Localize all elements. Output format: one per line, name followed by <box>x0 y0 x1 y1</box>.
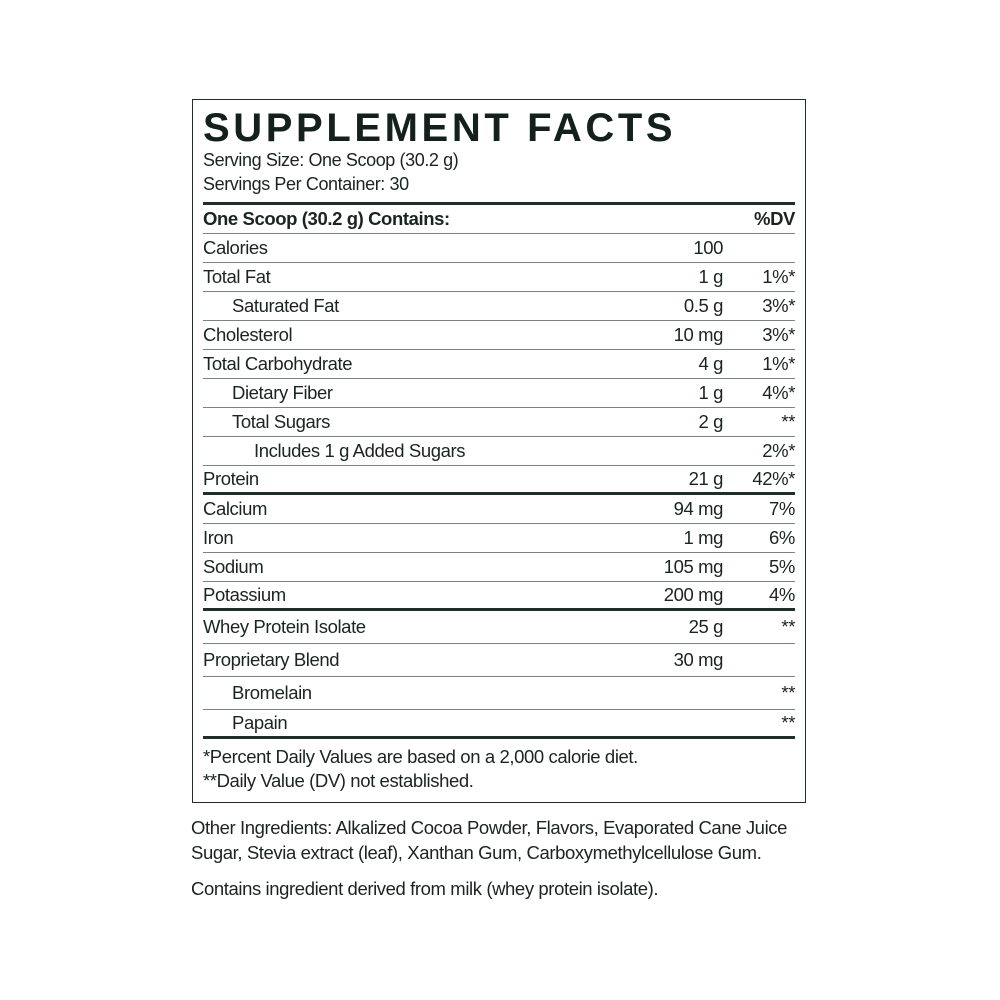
table-row: Total Fat 1 g 1%* <box>203 263 795 292</box>
table-row: Proprietary Blend 30 mg <box>203 644 795 677</box>
footnote-daily-values: *Percent Daily Values are based on a 2,0… <box>203 746 638 767</box>
table-header: One Scoop (30.2 g) Contains: %DV <box>203 202 795 234</box>
nutrient-dv: ** <box>781 682 795 703</box>
table-row: Iron 1 mg 6% <box>203 524 795 553</box>
footnotes: *Percent Daily Values are based on a 2,0… <box>203 745 795 793</box>
nutrient-amount: 105 mg <box>663 556 724 577</box>
nutrient-name: Iron <box>203 527 234 548</box>
nutrient-amount: 1 mg <box>683 527 723 548</box>
nutrient-dv: 6% <box>769 527 795 548</box>
nutrient-name: Total Carbohydrate <box>203 353 353 374</box>
nutrient-amount: 10 mg <box>673 324 724 345</box>
table-row: Total Sugars 2 g ** <box>203 408 795 437</box>
table-row: Calcium 94 mg 7% <box>203 495 795 524</box>
table-row: Protein 21 g 42%* <box>203 466 795 495</box>
table-row: Bromelain ** <box>203 677 795 710</box>
nutrient-dv: ** <box>781 712 795 733</box>
header-dv: %DV <box>754 208 795 229</box>
nutrient-amount: 200 mg <box>663 584 724 605</box>
nutrient-table: Calories 100 Total Fat 1 g 1%* Saturated Fat 0… <box>203 234 795 739</box>
table-row: Calories 100 <box>203 234 795 263</box>
nutrient-dv: 3%* <box>762 324 795 345</box>
nutrient-name: Cholesterol <box>203 324 293 345</box>
table-row: Saturated Fat 0.5 g 3%* <box>203 292 795 321</box>
other-ingredients: Other Ingredients: Alkalized Cocoa Powde… <box>191 817 788 863</box>
nutrient-name: Bromelain <box>232 682 312 703</box>
nutrient-name: Saturated Fat <box>232 295 339 316</box>
panel-title: SUPPLEMENT FACTS <box>203 106 677 150</box>
nutrient-amount: 1 g <box>698 266 723 287</box>
servings-per-container: Servings Per Container: 30 <box>203 174 409 194</box>
table-row: Includes 1 g Added Sugars 2%* <box>203 437 795 466</box>
table-row: Cholesterol 10 mg 3%* <box>203 321 795 350</box>
nutrient-amount: 94 mg <box>673 498 724 519</box>
table-row: Total Carbohydrate 4 g 1%* <box>203 350 795 379</box>
nutrient-name: Potassium <box>203 584 286 605</box>
header-contains: One Scoop (30.2 g) Contains: <box>203 208 450 229</box>
nutrient-name: Whey Protein Isolate <box>203 616 366 637</box>
nutrient-amount: 100 <box>693 237 723 258</box>
nutrient-amount: 2 g <box>698 411 723 432</box>
table-row: Potassium 200 mg 4% <box>203 582 795 611</box>
serving-size: Serving Size: One Scoop (30.2 g) <box>203 150 459 170</box>
nutrient-name: Includes 1 g Added Sugars <box>254 440 466 461</box>
nutrient-amount: 30 mg <box>673 649 724 670</box>
nutrient-amount: 25 g <box>688 616 724 637</box>
nutrient-name: Calories <box>203 237 268 258</box>
table-row: Dietary Fiber 1 g 4%* <box>203 379 795 408</box>
nutrient-dv: ** <box>781 411 795 432</box>
nutrient-dv: 3%* <box>762 295 795 316</box>
nutrient-name: Total Fat <box>203 266 271 287</box>
nutrient-amount: 0.5 g <box>683 295 724 316</box>
nutrient-name: Sodium <box>203 556 264 577</box>
table-row: Whey Protein Isolate 25 g ** <box>203 611 795 644</box>
table-row: Papain ** <box>203 710 795 739</box>
nutrient-name: Dietary Fiber <box>232 382 333 403</box>
allergen-statement: Contains ingredient derived from milk (w… <box>191 878 659 899</box>
nutrient-dv: ** <box>781 616 795 637</box>
nutrient-name: Papain <box>232 712 288 733</box>
nutrient-dv: 7% <box>769 498 795 519</box>
nutrient-name: Protein <box>203 468 259 489</box>
nutrient-dv: 1%* <box>762 353 795 374</box>
nutrient-dv: 42%* <box>752 468 795 489</box>
nutrient-dv: 2%* <box>762 440 795 461</box>
nutrient-amount: 4 g <box>698 353 723 374</box>
nutrient-dv: 5% <box>769 556 795 577</box>
nutrient-dv: 4%* <box>762 382 795 403</box>
nutrient-name: Proprietary Blend <box>203 649 340 670</box>
footnote-dv-not-established: **Daily Value (DV) not established. <box>203 770 474 791</box>
nutrient-dv: 1%* <box>762 266 795 287</box>
table-row: Sodium 105 mg 5% <box>203 553 795 582</box>
supplement-facts-panel: SUPPLEMENT FACTS Serving Size: One Scoop… <box>192 99 806 803</box>
nutrient-dv: 4% <box>769 584 795 605</box>
nutrient-amount: 21 g <box>688 468 724 489</box>
nutrient-name: Total Sugars <box>232 411 331 432</box>
nutrient-amount: 1 g <box>698 382 723 403</box>
nutrient-name: Calcium <box>203 498 268 519</box>
